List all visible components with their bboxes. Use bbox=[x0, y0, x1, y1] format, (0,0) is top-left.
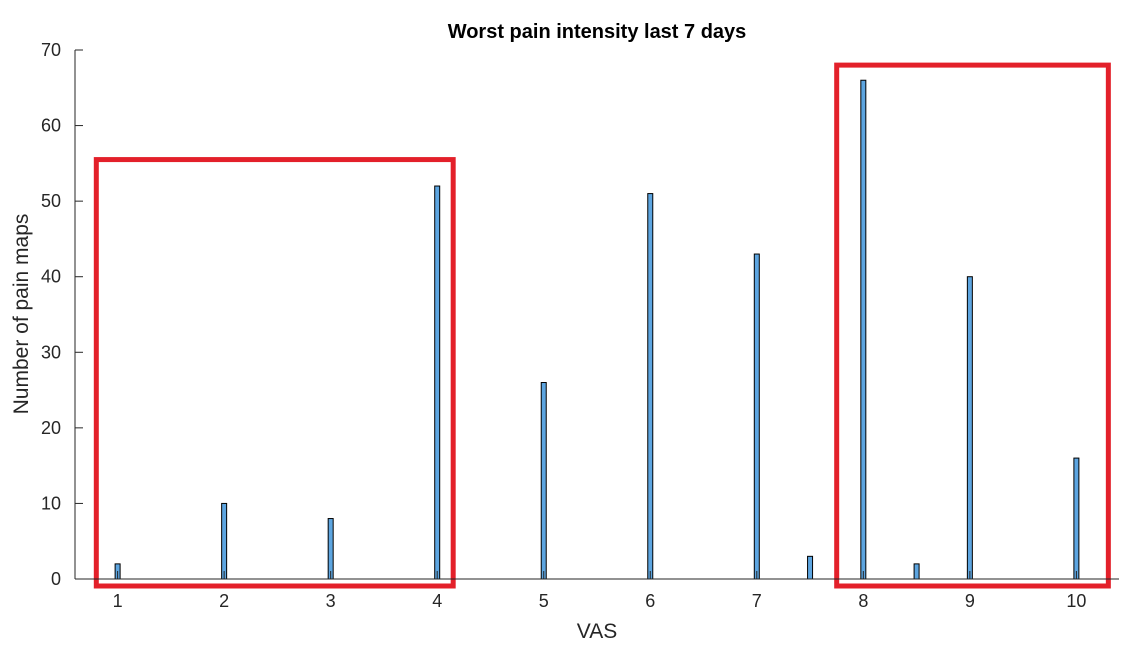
axes: 0 10 20 30 40 50 60 70 1 2 3 4 5 6 7 8 9 10 bbox=[41, 40, 1119, 611]
y-tick-label: 70 bbox=[41, 40, 61, 60]
y-axis-label: Number of pain maps bbox=[10, 214, 33, 415]
x-tick-label: 1 bbox=[113, 591, 123, 611]
bar bbox=[434, 185, 441, 580]
x-tick-label: 10 bbox=[1066, 591, 1086, 611]
y-tick-label: 50 bbox=[41, 191, 61, 211]
bar bbox=[860, 79, 867, 580]
bar bbox=[327, 518, 334, 580]
y-tick-label: 0 bbox=[51, 569, 61, 589]
chart-title: Worst pain intensity last 7 days bbox=[448, 21, 747, 43]
bar bbox=[807, 555, 814, 580]
y-tick-label: 30 bbox=[41, 342, 61, 362]
y-tick-label: 60 bbox=[41, 116, 61, 136]
bar bbox=[647, 193, 654, 580]
x-tick-label: 3 bbox=[326, 591, 336, 611]
x-tick-label: 5 bbox=[539, 591, 549, 611]
highlight-boxes bbox=[93, 62, 1111, 589]
bar bbox=[540, 382, 547, 580]
bar bbox=[966, 276, 973, 580]
x-tick-label: 6 bbox=[645, 591, 655, 611]
x-tick-label: 9 bbox=[965, 591, 975, 611]
bar bbox=[753, 253, 760, 580]
x-tick-label: 4 bbox=[432, 591, 442, 611]
x-tick-label: 2 bbox=[219, 591, 229, 611]
highlight-box bbox=[93, 157, 456, 589]
x-tick-label: 7 bbox=[752, 591, 762, 611]
x-axis-label: VAS bbox=[577, 620, 617, 643]
highlight-box bbox=[834, 62, 1111, 589]
x-tick-label: 8 bbox=[858, 591, 868, 611]
bars bbox=[114, 79, 1080, 580]
bar bbox=[1073, 457, 1080, 580]
y-tick-label: 10 bbox=[41, 493, 61, 513]
y-tick-label: 20 bbox=[41, 418, 61, 438]
y-tick-label: 40 bbox=[41, 267, 61, 287]
bar bbox=[913, 563, 920, 580]
bar bbox=[221, 502, 228, 580]
